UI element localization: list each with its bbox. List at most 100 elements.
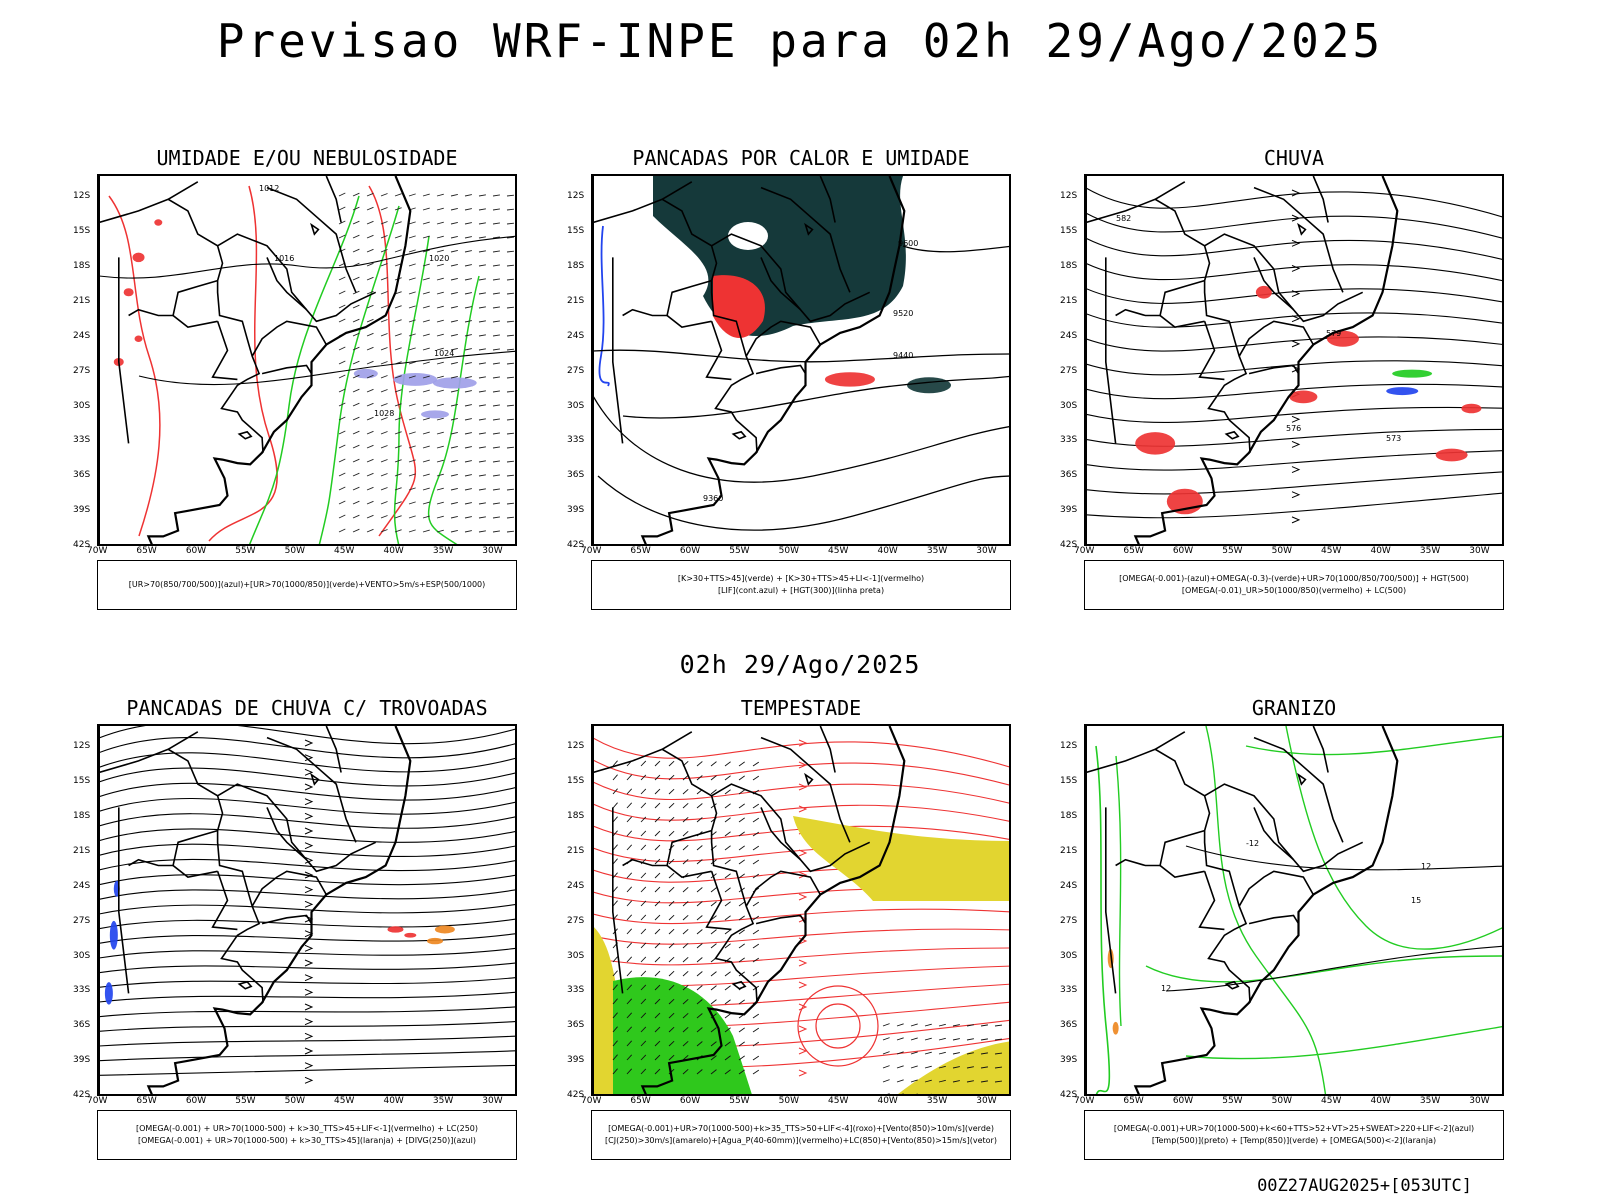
wind-vector — [640, 900, 647, 907]
wind-vector — [668, 872, 675, 879]
streamline — [99, 991, 515, 1003]
lon-tick-label: 30W — [976, 546, 997, 556]
wind-vector — [394, 193, 402, 197]
wind-vector — [882, 1037, 890, 1041]
wind-vector — [436, 291, 444, 295]
wind-vector — [380, 221, 388, 225]
wind-vector — [952, 1024, 960, 1027]
wind-vector — [952, 1066, 960, 1069]
wind-vector — [352, 416, 360, 421]
wind-vector — [436, 459, 444, 463]
wind-vector — [394, 529, 402, 533]
wind-vector — [654, 872, 661, 879]
panel-title: TEMPESTADE — [740, 696, 862, 720]
wind-vector — [752, 929, 760, 935]
wind-vector — [668, 1026, 675, 1033]
wind-vector — [724, 929, 731, 935]
wind-vector — [724, 803, 731, 809]
wind-vector — [366, 360, 374, 365]
wind-vector — [710, 789, 717, 795]
streamline — [99, 813, 515, 829]
lon-tick-label: 70W — [581, 546, 602, 556]
map-area — [591, 724, 1011, 1096]
wind-vector — [408, 403, 416, 407]
wind-vector — [464, 236, 472, 239]
lon-tick-label: 60W — [1172, 1096, 1194, 1106]
wind-vector — [352, 472, 360, 477]
height-contour — [593, 395, 1009, 483]
lat-tick-label: 21S — [567, 845, 585, 856]
streamline — [593, 803, 1009, 822]
wind-vector — [366, 262, 374, 267]
wind-vector — [464, 516, 472, 519]
flow-arrow — [304, 739, 314, 747]
wind-vector — [654, 900, 661, 907]
wind-vector — [640, 816, 647, 823]
wind-vector — [408, 319, 416, 323]
wind-vector — [478, 264, 486, 267]
lon-tick-label: 40W — [877, 1096, 898, 1106]
wind-vector — [654, 774, 661, 781]
contour-label: 9360 — [703, 494, 723, 503]
flow-arrow — [304, 988, 314, 996]
contour-label: 1020 — [429, 254, 449, 263]
streamline — [1086, 406, 1502, 424]
wind-vector — [338, 360, 346, 365]
wind-vector — [394, 487, 402, 491]
contour-label: 12 — [1421, 862, 1431, 871]
wind-vector — [924, 1037, 932, 1041]
wind-vector — [612, 1040, 618, 1047]
wind-vector — [1008, 1025, 1009, 1026]
political-border — [1248, 364, 1300, 375]
streamline — [1086, 262, 1502, 282]
lat-tick-label: 21S — [1060, 295, 1078, 306]
lake-outline — [310, 222, 320, 236]
streamline — [99, 933, 515, 944]
wind-vector — [450, 347, 458, 351]
wind-vector — [626, 928, 633, 935]
wind-vector — [450, 515, 458, 519]
wind-vector — [752, 901, 760, 907]
panel-title: PANCADAS DE CHUVA C/ TROVOADAS — [126, 696, 488, 720]
wind-vector — [924, 1023, 932, 1027]
weather-shading — [1386, 387, 1419, 396]
wind-vector — [338, 206, 346, 211]
wind-vector — [938, 1079, 946, 1083]
streamline — [99, 843, 515, 858]
wind-vector — [380, 459, 388, 463]
streamline — [99, 904, 515, 915]
political-border — [261, 914, 313, 925]
wind-vector — [380, 319, 388, 323]
flow-arrow — [304, 886, 314, 894]
wind-vector — [380, 347, 388, 351]
wind-vector — [464, 404, 472, 407]
wind-vector — [366, 276, 374, 281]
wind-vector — [436, 431, 444, 435]
lat-tick-label: 15S — [567, 226, 585, 237]
lon-tick-label: 30W — [482, 546, 503, 556]
political-border — [1204, 233, 1295, 311]
lon-tick-label: 70W — [581, 1096, 602, 1106]
wind-vector — [1009, 1095, 1011, 1096]
wind-vector — [724, 971, 731, 977]
wind-vector — [738, 1055, 745, 1061]
streamline — [593, 928, 1009, 945]
wind-vector — [436, 193, 444, 197]
coastline — [1133, 176, 1399, 544]
lon-tick-label: 45W — [1321, 1096, 1342, 1106]
flow-arrow — [304, 1062, 314, 1070]
wind-vector — [436, 277, 444, 281]
lon-tick-label: 65W — [136, 546, 157, 556]
lat-tick-label: 12S — [567, 191, 585, 202]
wind-vector — [338, 220, 346, 225]
contour-label: 9520 — [893, 309, 913, 318]
wind-vector — [408, 431, 416, 435]
wind-vector — [752, 1041, 760, 1047]
political-border — [117, 807, 130, 994]
wind-vector — [710, 901, 717, 907]
wind-vector — [422, 515, 430, 519]
wind-vector — [352, 514, 360, 519]
flow-arrow — [304, 959, 314, 967]
political-border — [760, 186, 851, 293]
wind-vector — [352, 430, 360, 435]
